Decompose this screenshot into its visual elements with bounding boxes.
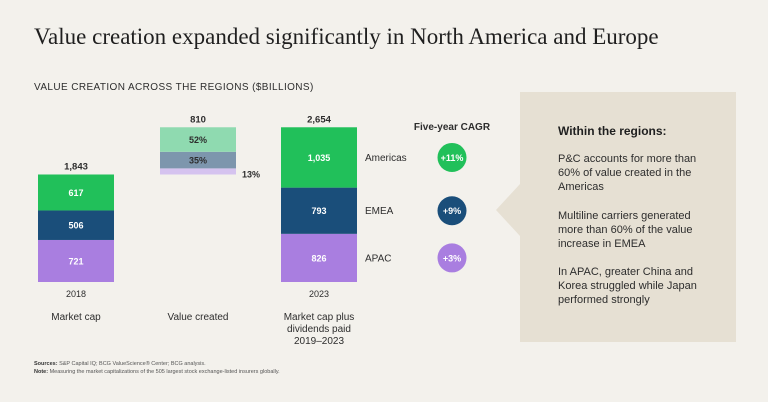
category-label-2-1: dividends paid [287,324,351,335]
panel-point-americas: P&C accounts for more than 60% of value … [558,153,697,193]
cagr-value-americas: +11% [441,153,464,163]
year-label-0: 2018 [66,289,86,299]
footnote-note: Note: Measuring the market capitalizatio… [34,369,280,375]
bar-emea-1 [160,151,236,169]
value-label-apac-2: 826 [311,253,326,263]
category-label-1-0: Value created [168,312,229,323]
bar-apac-2 [281,233,357,282]
chart-subtitle: VALUE CREATION ACROSS THE REGIONS ($BILL… [34,82,314,93]
cagr-title: Five-year CAGR [414,122,491,133]
value-label-apac-0: 721 [68,256,83,266]
bar-americas-0 [38,174,114,211]
total-label-2: 2,654 [307,114,331,125]
region-label-emea: EMEA [365,206,394,217]
value-label-emea-1: 35% [189,156,207,166]
value-label-emea-0: 506 [68,221,83,231]
cagr-badge-emea [437,196,467,226]
total-label-1: 810 [190,114,206,125]
panel-heading: Within the regions: [558,124,667,138]
total-label-0: 1,843 [64,161,88,172]
bar-americas-2 [281,127,357,188]
panel-point-apac: In APAC, greater China and Korea struggl… [558,266,697,306]
bar-americas-1 [160,127,236,152]
year-label-2: 2023 [309,289,329,299]
panel-point-emea: Multiline carriers generated more than 6… [558,210,693,250]
bar-apac-1 [160,168,236,175]
panel-pointer [496,184,520,236]
page-title: Value creation expanded significantly in… [34,24,659,49]
insights-panel: Within the regions: P&C accounts for mor… [520,92,736,342]
region-label-apac: APAC [365,253,392,264]
bar-emea-0 [38,210,114,240]
value-label-americas-0: 617 [68,188,83,198]
value-label-americas-1: 52% [189,135,207,145]
region-label-americas: Americas [365,153,407,164]
stacked-bar-chart: 721 506 617 1,843 2018 Market cap 13% 35% 52% 810… [38,114,491,347]
bar-apac-0 [38,239,114,282]
cagr-badge-americas [437,142,467,172]
value-label-americas-2: 1,035 [308,153,331,163]
category-label-2-0: Market cap plus [284,312,355,323]
category-label-2-2: 2019–2023 [294,336,344,347]
bar-emea-2 [281,187,357,234]
value-label-apac-1: 13% [242,169,260,179]
cagr-value-emea: +9% [443,206,461,216]
category-label-0-0: Market cap [51,312,101,323]
cagr-value-apac: +3% [443,253,461,263]
value-label-emea-2: 793 [311,206,326,216]
footnote-sources: Sources: S&P Capital IQ; BCG ValueScienc… [34,361,206,367]
cagr-badge-apac [437,243,467,273]
